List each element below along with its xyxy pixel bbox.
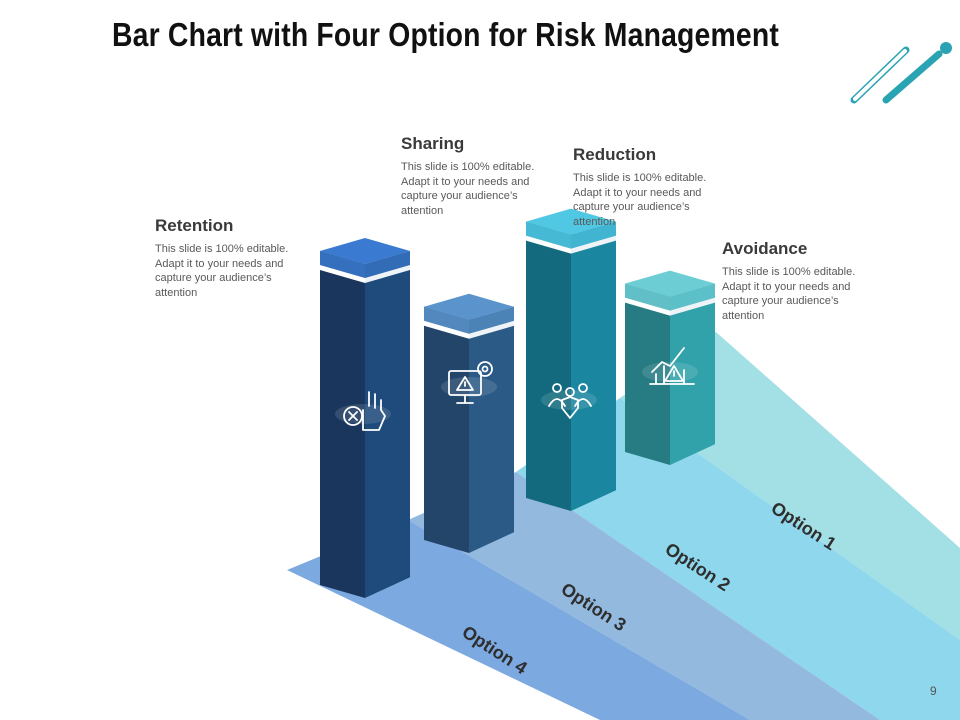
team-shield-icon <box>541 383 597 419</box>
monitor-warning-icon <box>441 361 497 404</box>
hand-stop-icon <box>335 391 391 431</box>
bar-side-face <box>571 221 616 511</box>
bars <box>320 208 715 598</box>
bar-avoidance <box>625 270 715 465</box>
callout-reduction: Reduction This slide is 100% editable. A… <box>573 145 723 229</box>
callout-title: Retention <box>155 216 234 235</box>
bar-cap-front <box>526 221 571 249</box>
bar-separator <box>571 235 616 254</box>
bar-front-face <box>625 283 670 465</box>
bar-separator <box>320 265 365 283</box>
bar-cap-front <box>424 306 469 334</box>
callout-text: This slide is 100% editable. Adapt it to… <box>722 266 856 322</box>
bar-cap-front <box>320 251 365 278</box>
bar-cap-side <box>365 251 410 278</box>
bar-separator <box>365 265 410 283</box>
bar-front-face <box>424 306 469 553</box>
callout-title: Avoidance <box>722 239 808 258</box>
bar-separator <box>670 297 715 316</box>
callout-text: This slide is 100% editable. Adapt it to… <box>155 243 289 299</box>
callout-avoidance: Avoidance This slide is 100% editable. A… <box>722 239 872 323</box>
callout-title: Reduction <box>573 145 657 164</box>
bar-separator <box>469 320 514 339</box>
decorative-stripes <box>850 42 952 104</box>
bar-sharing <box>424 293 514 553</box>
bar-separator <box>526 235 571 254</box>
bar-retention <box>320 238 410 598</box>
chart-warning-icon <box>642 347 698 385</box>
option-band-2 <box>516 398 960 720</box>
bar-cap-side <box>469 306 514 334</box>
bar-front-face <box>320 251 365 598</box>
bar-side-face <box>469 306 514 553</box>
bar-separator <box>625 297 670 316</box>
bar-front-face <box>526 221 571 511</box>
bar-separator <box>424 320 469 339</box>
slide-title: Bar Chart with Four Option for Risk Mana… <box>112 16 780 53</box>
bar-reduction <box>526 208 616 511</box>
callout-text: This slide is 100% editable. Adapt it to… <box>401 161 535 217</box>
callout-sharing: Sharing This slide is 100% editable. Ada… <box>401 134 551 218</box>
bar-side-face <box>365 251 410 598</box>
bar-side-face <box>670 283 715 465</box>
page-number: 9 <box>930 684 937 698</box>
bar-cap-side <box>670 283 715 311</box>
bar-cap-side <box>571 221 616 249</box>
option-band-3 <box>408 472 880 720</box>
callout-title: Sharing <box>401 134 465 153</box>
callout-retention: Retention This slide is 100% editable. A… <box>155 216 305 300</box>
bar-cap-front <box>625 283 670 311</box>
callout-text: This slide is 100% editable. Adapt it to… <box>573 172 707 228</box>
